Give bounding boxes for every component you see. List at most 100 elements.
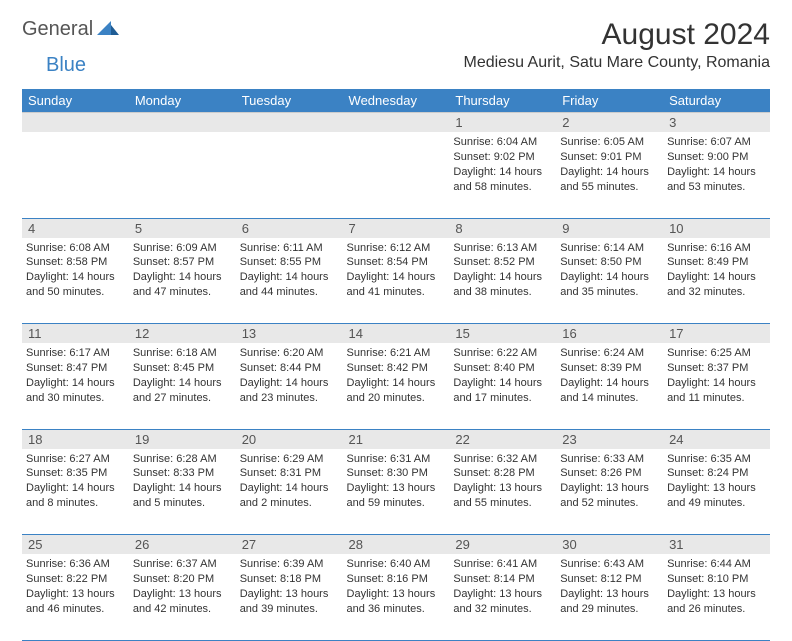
- sunset-text: Sunset: 8:45 PM: [133, 361, 232, 376]
- day-header-row: SundayMondayTuesdayWednesdayThursdayFrid…: [22, 89, 770, 113]
- sunrise-text: Sunrise: 6:21 AM: [347, 346, 446, 361]
- daylight-text: Daylight: 14 hours and 5 minutes.: [133, 481, 232, 511]
- sunset-text: Sunset: 8:28 PM: [453, 466, 552, 481]
- day-number: [129, 113, 236, 133]
- calendar-table: SundayMondayTuesdayWednesdayThursdayFrid…: [22, 89, 770, 641]
- day-header-tuesday: Tuesday: [236, 89, 343, 113]
- sunrise-text: Sunrise: 6:37 AM: [133, 557, 232, 572]
- sunrise-text: Sunrise: 6:28 AM: [133, 452, 232, 467]
- sunrise-text: Sunrise: 6:24 AM: [560, 346, 659, 361]
- sunrise-text: Sunrise: 6:44 AM: [667, 557, 766, 572]
- daylight-text: Daylight: 14 hours and 2 minutes.: [240, 481, 339, 511]
- sunset-text: Sunset: 8:33 PM: [133, 466, 232, 481]
- sunset-text: Sunset: 8:37 PM: [667, 361, 766, 376]
- day-number: 28: [343, 535, 450, 555]
- sunset-text: Sunset: 8:54 PM: [347, 255, 446, 270]
- sunrise-text: Sunrise: 6:40 AM: [347, 557, 446, 572]
- sunset-text: Sunset: 8:30 PM: [347, 466, 446, 481]
- day-cell: Sunrise: 6:14 AMSunset: 8:50 PMDaylight:…: [556, 238, 663, 324]
- day-cell: Sunrise: 6:31 AMSunset: 8:30 PMDaylight:…: [343, 449, 450, 535]
- daylight-text: Daylight: 14 hours and 23 minutes.: [240, 376, 339, 406]
- sunset-text: Sunset: 8:47 PM: [26, 361, 125, 376]
- sunrise-text: Sunrise: 6:32 AM: [453, 452, 552, 467]
- sunset-text: Sunset: 9:00 PM: [667, 150, 766, 165]
- day-header-wednesday: Wednesday: [343, 89, 450, 113]
- day-number: 3: [663, 113, 770, 133]
- week-2-detail-row: Sunrise: 6:17 AMSunset: 8:47 PM Daylight:…: [22, 343, 770, 429]
- day-number: 20: [236, 429, 343, 449]
- sunrise-text: Sunrise: 6:17 AM: [26, 346, 125, 361]
- sunset-text: Sunset: 8:31 PM: [240, 466, 339, 481]
- day-number: [22, 113, 129, 133]
- week-0-number-row: 123: [22, 113, 770, 133]
- logo-triangle-icon: [97, 19, 119, 40]
- sunrise-text: Sunrise: 6:27 AM: [26, 452, 125, 467]
- day-number: 10: [663, 218, 770, 238]
- day-cell: Sunrise: 6:39 AMSunset: 8:18 PMDaylight:…: [236, 554, 343, 640]
- sunrise-text: Sunrise: 6:39 AM: [240, 557, 339, 572]
- day-cell: Sunrise: 6:40 AMSunset: 8:16 PMDaylight:…: [343, 554, 450, 640]
- day-cell: Sunrise: 6:41 AMSunset: 8:14 PMDaylight:…: [449, 554, 556, 640]
- day-cell: Sunrise: 6:24 AMSunset: 8:39 PMDaylight:…: [556, 343, 663, 429]
- day-number: 15: [449, 324, 556, 344]
- sunrise-text: Sunrise: 6:07 AM: [667, 135, 766, 150]
- day-cell: Sunrise: 6:44 AMSunset: 8:10 PMDaylight:…: [663, 554, 770, 640]
- day-number: 27: [236, 535, 343, 555]
- daylight-text: Daylight: 14 hours and 38 minutes.: [453, 270, 552, 300]
- logo: General: [22, 18, 121, 41]
- sunrise-text: Sunrise: 6:18 AM: [133, 346, 232, 361]
- sunrise-text: Sunrise: 6:36 AM: [26, 557, 125, 572]
- day-cell: Sunrise: 6:09 AMSunset: 8:57 PMDaylight:…: [129, 238, 236, 324]
- sunrise-text: Sunrise: 6:14 AM: [560, 241, 659, 256]
- day-cell: Sunrise: 6:35 AMSunset: 8:24 PMDaylight:…: [663, 449, 770, 535]
- day-number: 19: [129, 429, 236, 449]
- day-cell: Sunrise: 6:18 AMSunset: 8:45 PMDaylight:…: [129, 343, 236, 429]
- day-header-sunday: Sunday: [22, 89, 129, 113]
- day-number: 11: [22, 324, 129, 344]
- week-0-detail-row: Sunrise: 6:04 AMSunset: 9:02 PMDaylight:…: [22, 132, 770, 218]
- sunrise-text: Sunrise: 6:11 AM: [240, 241, 339, 256]
- sunset-text: Sunset: 8:24 PM: [667, 466, 766, 481]
- day-number: 29: [449, 535, 556, 555]
- day-cell: Sunrise: 6:11 AMSunset: 8:55 PMDaylight:…: [236, 238, 343, 324]
- sunrise-text: Sunrise: 6:43 AM: [560, 557, 659, 572]
- daylight-text: Daylight: 14 hours and 41 minutes.: [347, 270, 446, 300]
- daylight-text: Daylight: 13 hours and 59 minutes.: [347, 481, 446, 511]
- week-1-number-row: 45678910: [22, 218, 770, 238]
- day-cell: Sunrise: 6:20 AMSunset: 8:44 PMDaylight:…: [236, 343, 343, 429]
- day-cell: Sunrise: 6:12 AMSunset: 8:54 PMDaylight:…: [343, 238, 450, 324]
- day-cell: Sunrise: 6:04 AMSunset: 9:02 PMDaylight:…: [449, 132, 556, 218]
- sunrise-text: Sunrise: 6:29 AM: [240, 452, 339, 467]
- daylight-text: Daylight: 14 hours and 58 minutes.: [453, 165, 552, 195]
- day-header-thursday: Thursday: [449, 89, 556, 113]
- sunset-text: Sunset: 8:49 PM: [667, 255, 766, 270]
- sunrise-text: Sunrise: 6:22 AM: [453, 346, 552, 361]
- day-number: 12: [129, 324, 236, 344]
- sunset-text: Sunset: 8:40 PM: [453, 361, 552, 376]
- sunset-text: Sunset: 8:20 PM: [133, 572, 232, 587]
- sunrise-text: Sunrise: 6:05 AM: [560, 135, 659, 150]
- sunrise-text: Sunrise: 6:41 AM: [453, 557, 552, 572]
- day-cell: Sunrise: 6:17 AMSunset: 8:47 PMDaylight:…: [22, 343, 129, 429]
- sunset-text: Sunset: 8:39 PM: [560, 361, 659, 376]
- day-cell: Sunrise: 6:13 AMSunset: 8:52 PMDaylight:…: [449, 238, 556, 324]
- week-4-number-row: 25262728293031: [22, 535, 770, 555]
- day-header-friday: Friday: [556, 89, 663, 113]
- sunset-text: Sunset: 8:35 PM: [26, 466, 125, 481]
- day-number: 23: [556, 429, 663, 449]
- daylight-text: Daylight: 14 hours and 32 minutes.: [667, 270, 766, 300]
- sunset-text: Sunset: 8:58 PM: [26, 255, 125, 270]
- daylight-text: Daylight: 13 hours and 55 minutes.: [453, 481, 552, 511]
- day-number: 2: [556, 113, 663, 133]
- day-cell: Sunrise: 6:36 AMSunset: 8:22 PMDaylight:…: [22, 554, 129, 640]
- week-1-detail-row: Sunrise: 6:08 AMSunset: 8:58 PM Daylight:…: [22, 238, 770, 324]
- daylight-text: Daylight: 14 hours and 20 minutes.: [347, 376, 446, 406]
- sunrise-text: Sunrise: 6:04 AM: [453, 135, 552, 150]
- day-header-monday: Monday: [129, 89, 236, 113]
- daylight-text: Daylight: 14 hours and 44 minutes.: [240, 270, 339, 300]
- day-cell: Sunrise: 6:16 AMSunset: 8:49 PMDaylight:…: [663, 238, 770, 324]
- sunrise-text: Sunrise: 6:31 AM: [347, 452, 446, 467]
- daylight-text: Daylight: 14 hours and 35 minutes.: [560, 270, 659, 300]
- sunset-text: Sunset: 8:55 PM: [240, 255, 339, 270]
- sunrise-text: Sunrise: 6:08 AM: [26, 241, 125, 256]
